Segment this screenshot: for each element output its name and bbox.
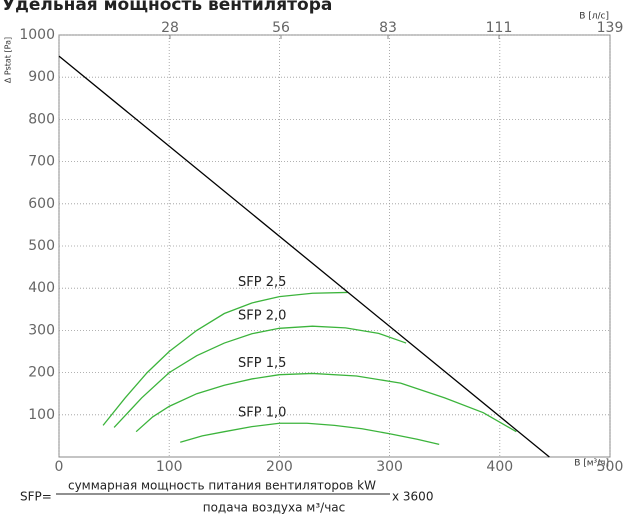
y-axis-label: Δ Pstat [Pa] xyxy=(4,37,13,83)
x-axis-label: В [м³/ч] xyxy=(574,459,609,469)
formula-factor: x 3600 xyxy=(392,490,433,504)
y-tick-label: 600 xyxy=(28,196,55,212)
x2-tick-label: 111 xyxy=(486,20,513,36)
y-tick-label: 800 xyxy=(28,111,55,127)
formula-denominator: подача воздуха м³/час xyxy=(203,501,346,515)
series-label: SFP 1,0 xyxy=(238,406,286,421)
x2-tick-label: 83 xyxy=(379,20,397,36)
series-label: SFP 1,5 xyxy=(238,356,286,371)
x-tick-label: 200 xyxy=(266,459,293,475)
line xyxy=(58,55,550,458)
x-tick-label: 300 xyxy=(376,459,403,475)
formula-lhs: SFP= xyxy=(20,490,52,504)
x-tick-label: 100 xyxy=(156,459,183,475)
x2-tick-label: 56 xyxy=(272,20,290,36)
line xyxy=(113,325,407,428)
line xyxy=(180,422,440,445)
formula-numerator: суммарная мощность питания вентиляторов … xyxy=(68,479,376,493)
x-tick-label: 500 xyxy=(597,459,624,475)
y-tick-label: 200 xyxy=(28,365,55,381)
x-tick-label: 0 xyxy=(55,459,64,475)
series-label: SFP 2,5 xyxy=(238,275,286,290)
series-label: SFP 2,0 xyxy=(238,309,286,324)
x2-tick-label: 139 xyxy=(597,20,624,36)
y-tick-label: 100 xyxy=(28,407,55,423)
x-tick-label: 400 xyxy=(486,459,513,475)
y-tick-label: 900 xyxy=(28,69,55,85)
x2-axis-label: В [л/с] xyxy=(579,12,609,22)
y-tick-label: 500 xyxy=(28,238,55,254)
line xyxy=(135,372,517,433)
x2-tick-label: 28 xyxy=(161,20,179,36)
y-tick-label: 700 xyxy=(28,154,55,170)
y-tick-label: 300 xyxy=(28,322,55,338)
y-tick-label: 1000 xyxy=(19,27,55,43)
chart-title: Удельная мощность вентилятора xyxy=(2,0,332,15)
y-tick-label: 400 xyxy=(28,280,55,296)
line xyxy=(102,291,348,426)
